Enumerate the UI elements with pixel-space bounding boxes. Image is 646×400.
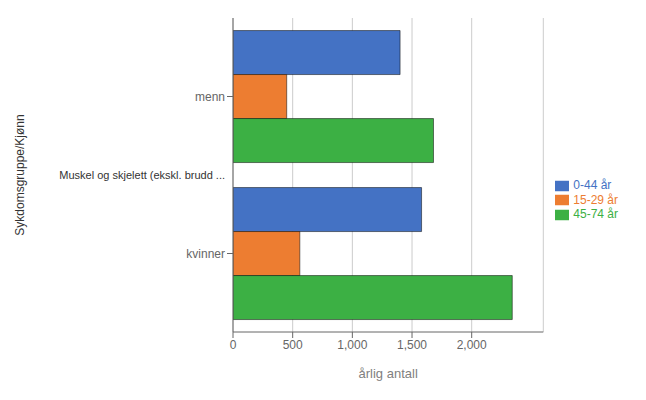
svg-text:500: 500 xyxy=(283,338,303,352)
svg-text:1,500: 1,500 xyxy=(397,338,427,352)
svg-text:kvinner: kvinner xyxy=(186,247,225,261)
svg-text:Muskel og skjelett (ekskl. bru: Muskel og skjelett (ekskl. brudd ... xyxy=(59,169,225,181)
html-text:15-29 år: 15-29 år xyxy=(573,192,618,207)
svg-text:1,000: 1,000 xyxy=(337,338,367,352)
html-text:45-74 år: 45-74 år xyxy=(573,207,618,222)
svg-text:Sykdomsgruppe/Kjønn: Sykdomsgruppe/Kjønn xyxy=(13,114,27,235)
svg-text:årlig antall: årlig antall xyxy=(359,366,418,381)
svg-text:menn: menn xyxy=(195,90,225,104)
svg-text:2,000: 2,000 xyxy=(457,338,487,352)
html-text:0-44 år: 0-44 år xyxy=(573,177,612,192)
svg-text:0: 0 xyxy=(230,338,237,352)
